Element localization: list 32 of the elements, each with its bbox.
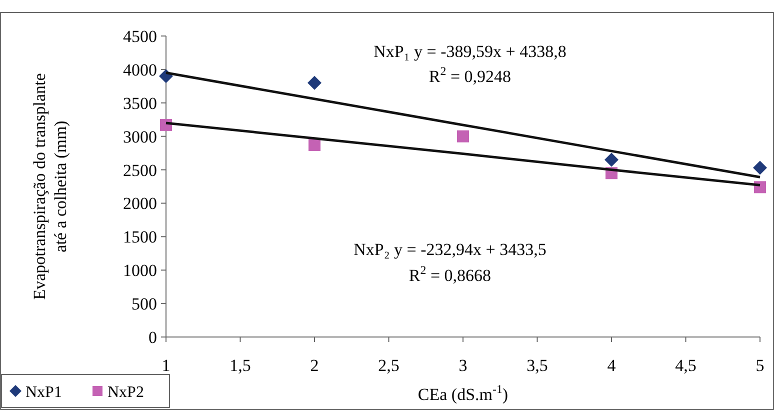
y-tick-label: 3500 [123, 94, 157, 113]
annotation: R$^{2}$ = 0,8668 [408, 263, 492, 285]
y-tick-label: 500 [132, 294, 157, 314]
y-axis-title: Evapotranspiração do transplante até a colheita (mm) [30, 73, 70, 300]
x-tick-label: 2,5 [378, 356, 400, 375]
legend-label: NxP1 [26, 384, 62, 401]
x-tick-label: 3,5 [526, 356, 548, 375]
point [308, 139, 320, 152]
x-tick-label: 3 [458, 356, 468, 375]
y-tick-label: 1000 [123, 261, 157, 280]
x-tick-label: 4 [607, 356, 616, 375]
y-tick-label: 2000 [123, 194, 157, 214]
annotation: NxP₁ y = -389,59x + 4338,8 [374, 42, 566, 61]
annotation: R$^{2}$ = 0,9248 [428, 64, 512, 86]
point [604, 152, 618, 167]
point [308, 76, 322, 90]
x-axis-title: CEa (dS.m$^{-1}$) [418, 382, 508, 404]
y-tick-label: 1500 [123, 228, 157, 247]
y-tick-label: 0 [148, 328, 157, 347]
point [457, 130, 469, 142]
x-tick-label: 5 [756, 356, 764, 375]
legend-label: NxP2 [108, 384, 144, 401]
x-tick-label: 1,5 [230, 356, 251, 375]
x-tick-label: 2 [310, 356, 319, 375]
point [753, 160, 767, 175]
x-tick-label: 4,5 [675, 356, 696, 375]
y-tick-label: 3000 [123, 127, 157, 146]
y-tick-label: 4000 [123, 60, 157, 80]
y-tick-label: 4500 [123, 27, 157, 46]
annotation: NxP₂ y = -232,94x + 3433,5 [354, 240, 546, 259]
y-tick-label: 2500 [123, 160, 157, 180]
x-tick-label: 1 [162, 356, 170, 375]
